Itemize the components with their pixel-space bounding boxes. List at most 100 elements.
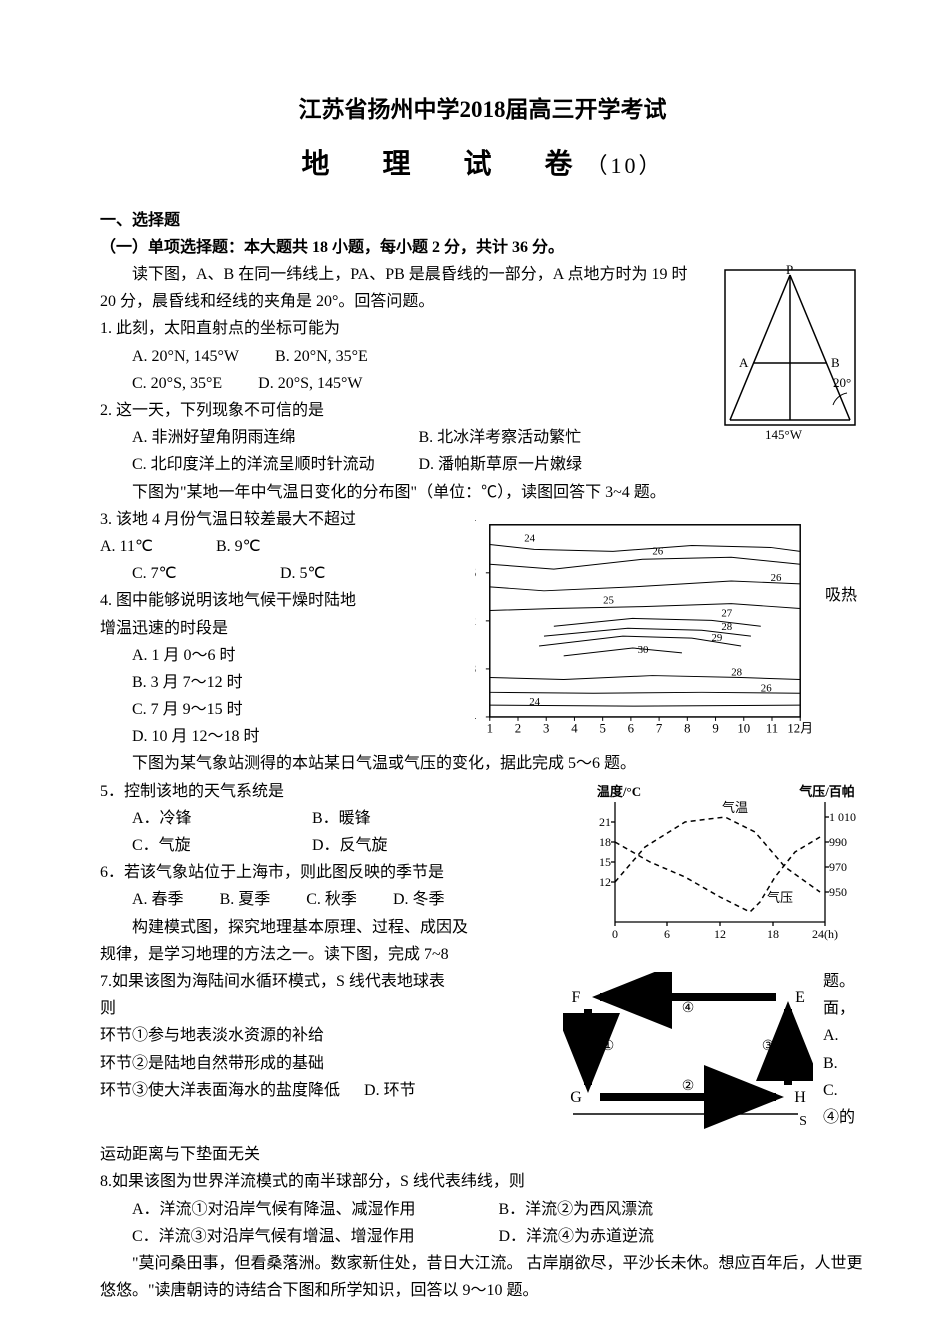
svg-text:②: ②	[682, 1079, 695, 1094]
answer-option-label: D. 环节	[364, 1082, 416, 1099]
flow-diagram: FEGHS④①③②	[563, 972, 813, 1141]
answer-option[interactable]: C. 7℃	[132, 560, 244, 587]
passage-intro: 构建模式图，探究地理基本原理、过程、成因及	[100, 914, 565, 941]
svg-text:20°: 20°	[833, 375, 851, 390]
answer-option[interactable]: C．气旋	[132, 832, 276, 859]
svg-text:6: 6	[664, 927, 670, 941]
answer-option[interactable]: D. 20°S, 145°W	[258, 370, 362, 397]
question-stem: 7.如果该图为海陆间水循环模式，S 线代表地球表	[100, 968, 553, 995]
answer-option[interactable]: 环节①参与地表淡水资源的补给	[100, 1022, 553, 1049]
svg-text:温度/°C: 温度/°C	[597, 784, 641, 799]
svg-text:27: 27	[721, 607, 732, 619]
answer-option[interactable]: A. 11℃	[100, 533, 212, 560]
svg-text:气温: 气温	[722, 800, 748, 815]
answer-option[interactable]: 环节②是陆地自然带形成的基础	[100, 1050, 553, 1077]
svg-text:26: 26	[771, 572, 782, 584]
svg-text:6: 6	[628, 721, 635, 735]
answer-option[interactable]: D. 潘帕斯草原一片嫩绿	[419, 451, 706, 478]
question-stem: 1. 此刻，太阳直射点的坐标可能为	[100, 315, 705, 342]
svg-text:H: H	[794, 1089, 806, 1106]
answer-option[interactable]: 环节③使大洋表面海水的盐度降低	[100, 1082, 340, 1099]
triangle-diagram: PAB20°145°W	[715, 265, 865, 454]
wrap-text: ④的	[823, 1104, 865, 1131]
answer-option[interactable]: B. 9℃	[216, 538, 261, 555]
question-stem: 8.如果该图为世界洋流模式的南半球部分，S 线代表纬线，则	[100, 1168, 865, 1195]
wrap-text: C.	[823, 1077, 865, 1104]
wrap-text: B.	[823, 1050, 865, 1077]
wrap-text: 面，	[823, 995, 865, 1022]
svg-text:29: 29	[712, 632, 723, 644]
svg-text:④: ④	[682, 1001, 695, 1016]
answer-option[interactable]: A. 春季	[132, 886, 184, 913]
passage-intro: 下图为"某地一年中气温日变化的分布图"（单位：℃），读图回答下 3~4 题。	[100, 479, 865, 506]
svg-text:28: 28	[731, 666, 742, 678]
passage-intro: "莫问桑田事，但看桑落洲。数家新住处，昔日大江流。 古岸崩欲尽，平沙长未休。想应…	[100, 1250, 865, 1304]
question-tail-text: 吸热	[825, 506, 865, 609]
subtitle-part: 地	[301, 149, 332, 180]
svg-text:气压: 气压	[767, 890, 793, 905]
svg-text:F: F	[572, 989, 581, 1006]
svg-text:P: P	[786, 265, 793, 277]
question-stem: 3. 该地 4 月份气温日较差最大不超过	[100, 506, 465, 533]
contour-chart: 0 时6121824123456789101112月24262625272829…	[475, 510, 815, 746]
answer-option[interactable]: A. 20°N, 145°W	[132, 343, 239, 370]
answer-option[interactable]: C. 北印度洋上的洋流呈顺时针流动	[132, 451, 419, 478]
svg-text:12: 12	[599, 875, 611, 889]
svg-text:1 010: 1 010	[829, 810, 856, 824]
svg-text:145°W: 145°W	[765, 427, 803, 442]
answer-option[interactable]: D. 10 月 12～18 时	[132, 723, 465, 750]
answer-option[interactable]: B. 3 月 7～12 时	[132, 669, 465, 696]
answer-option[interactable]: A. 非洲好望角阴雨连绵	[132, 424, 419, 451]
answer-option[interactable]: D. 冬季	[393, 886, 445, 913]
question-stem: 2. 这一天，下列现象不可信的是	[100, 397, 705, 424]
answer-option[interactable]: A．洋流①对沿岸气候有降温、减湿作用	[132, 1196, 499, 1223]
question-stem: 4. 图中能够说明该地气候干燥时陆地	[100, 592, 356, 609]
svg-text:G: G	[570, 1089, 582, 1106]
svg-text:24: 24	[524, 532, 535, 544]
svg-text:12: 12	[475, 614, 476, 628]
svg-text:6: 6	[475, 566, 477, 580]
line-chart: 温度/°C气压/百帕211815121 01099097095006121824…	[575, 782, 865, 961]
question-stem: 6．若该气象站位于上海市，则此图反映的季节是	[100, 859, 565, 886]
answer-option[interactable]: C．洋流③对沿岸气候有增温、增湿作用	[132, 1223, 499, 1250]
svg-text:15: 15	[599, 855, 611, 869]
svg-text:2: 2	[515, 721, 521, 735]
passage-intro: 下图为某气象站测得的本站某日气温或气压的变化，据此完成 5～6 题。	[100, 750, 865, 777]
svg-text:24(h): 24(h)	[812, 927, 838, 941]
question-stem: 则	[100, 995, 553, 1022]
answer-option[interactable]: C. 秋季	[306, 886, 357, 913]
answer-option[interactable]: C. 20°S, 35°E	[132, 370, 222, 397]
svg-text:950: 950	[829, 885, 847, 899]
wrap-text: 题。	[823, 968, 865, 995]
answer-option[interactable]: A．冷锋	[132, 805, 276, 832]
answer-option[interactable]: B．洋流②为西风漂流	[499, 1196, 866, 1223]
answer-option[interactable]: 运动距离与下垫面无关	[100, 1141, 865, 1168]
svg-text:S: S	[799, 1114, 807, 1129]
svg-text:9: 9	[712, 721, 718, 735]
svg-text:26: 26	[761, 682, 772, 694]
answer-option[interactable]: D．洋流④为赤道逆流	[499, 1223, 866, 1250]
svg-text:8: 8	[684, 721, 690, 735]
svg-text:B: B	[831, 355, 840, 370]
svg-text:3: 3	[543, 721, 549, 735]
answer-option[interactable]: B. 20°N, 35°E	[275, 343, 368, 370]
svg-text:25: 25	[603, 594, 614, 606]
question-stem-cont: 增温迅速的时段是	[100, 615, 465, 642]
answer-option[interactable]: B. 北冰洋考察活动繁忙	[419, 424, 706, 451]
answer-option[interactable]: C. 7 月 9～15 时	[132, 696, 465, 723]
svg-text:990: 990	[829, 835, 847, 849]
answer-option[interactable]: B．暖锋	[312, 805, 371, 832]
svg-text:24: 24	[475, 710, 477, 724]
question-stem: 5．控制该地的天气系统是	[100, 778, 565, 805]
section-heading: 一、选择题	[100, 207, 865, 234]
svg-text:1: 1	[487, 721, 493, 735]
answer-option[interactable]: B. 夏季	[220, 886, 271, 913]
subtitle-part: 试	[463, 149, 494, 180]
svg-text:28: 28	[721, 621, 732, 633]
svg-text:5: 5	[599, 721, 605, 735]
answer-option[interactable]: D．反气旋	[312, 832, 388, 859]
exam-subtitle: 地 理 试 卷 （10）	[100, 141, 865, 189]
svg-text:18: 18	[475, 662, 476, 676]
answer-option[interactable]: A. 1 月 0～6 时	[132, 642, 465, 669]
answer-option[interactable]: D. 5℃	[280, 560, 326, 587]
